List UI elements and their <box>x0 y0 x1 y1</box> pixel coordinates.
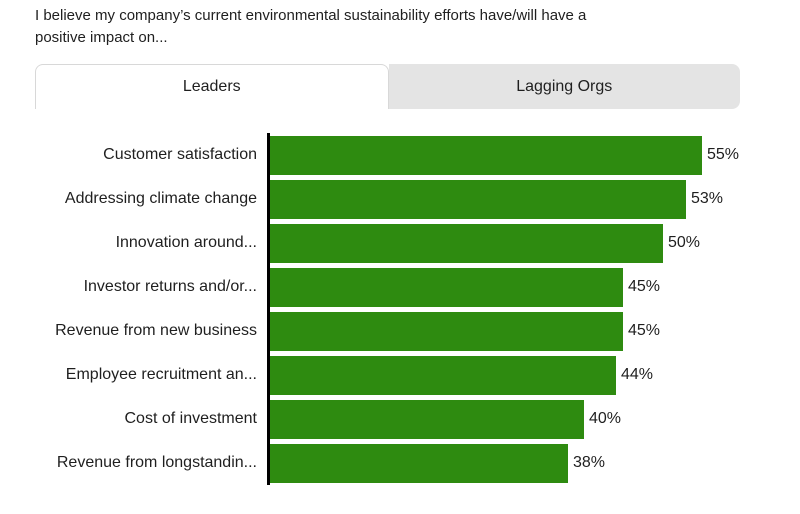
plot-cell: 45% <box>267 309 800 353</box>
page-title-line2: positive impact on... <box>35 29 168 46</box>
bar-row: Investor returns and/or... 45% <box>0 265 800 309</box>
category-label: Revenue from longstandin... <box>56 454 257 471</box>
category-label: Addressing climate change <box>64 190 257 207</box>
tab-lagging-orgs-label: Lagging Orgs <box>516 77 613 95</box>
plot-cell: 55% <box>267 133 800 177</box>
category-label: Revenue from new business <box>55 322 257 339</box>
page-title: I believe my company’s current environme… <box>35 5 800 49</box>
bar-row: Employee recruitment an... 44% <box>0 353 800 397</box>
bar <box>270 355 616 395</box>
page-title-line1: I believe my company’s current environme… <box>35 7 587 24</box>
plot-cell: 45% <box>267 265 800 309</box>
tab-leaders[interactable]: Leaders <box>35 64 389 109</box>
category-label: Customer satisfaction <box>103 146 257 163</box>
page: I believe my company’s current environme… <box>0 5 800 485</box>
value-label: 38% <box>573 454 606 471</box>
bar <box>270 179 686 219</box>
bar <box>270 135 702 175</box>
bar-row: Customer satisfaction 55% <box>0 133 800 177</box>
bar-row: Addressing climate change 53% <box>0 177 800 221</box>
bar <box>270 223 663 263</box>
bar <box>270 443 568 483</box>
bar <box>270 399 584 439</box>
value-label: 53% <box>691 190 724 207</box>
plot-cell: 53% <box>267 177 800 221</box>
value-label: 40% <box>589 410 622 427</box>
bar-chart: Customer satisfaction 55% Addressing cli… <box>0 133 800 485</box>
tab-lagging-orgs[interactable]: Lagging Orgs <box>388 64 740 109</box>
value-label: 45% <box>628 322 661 339</box>
bar <box>270 267 623 307</box>
plot-cell: 44% <box>267 353 800 397</box>
plot-cell: 40% <box>267 397 800 441</box>
plot-cell: 50% <box>267 221 800 265</box>
value-label: 44% <box>621 366 654 383</box>
tab-bar: Leaders Lagging Orgs <box>35 64 740 109</box>
bar-row: Revenue from new business 45% <box>0 309 800 353</box>
category-label: Cost of investment <box>124 410 258 427</box>
category-label: Investor returns and/or... <box>83 278 257 295</box>
value-label: 45% <box>628 278 661 295</box>
tab-leaders-label: Leaders <box>182 78 241 95</box>
bar-row: Revenue from longstandin... 38% <box>0 441 800 485</box>
value-label: 55% <box>707 146 740 163</box>
category-label: Innovation around... <box>115 234 257 251</box>
value-label: 50% <box>668 234 701 251</box>
bar-row: Innovation around... 50% <box>0 221 800 265</box>
bar <box>270 311 623 351</box>
plot-cell: 38% <box>267 441 800 485</box>
category-label: Employee recruitment an... <box>65 366 257 383</box>
bar-row: Cost of investment 40% <box>0 397 800 441</box>
